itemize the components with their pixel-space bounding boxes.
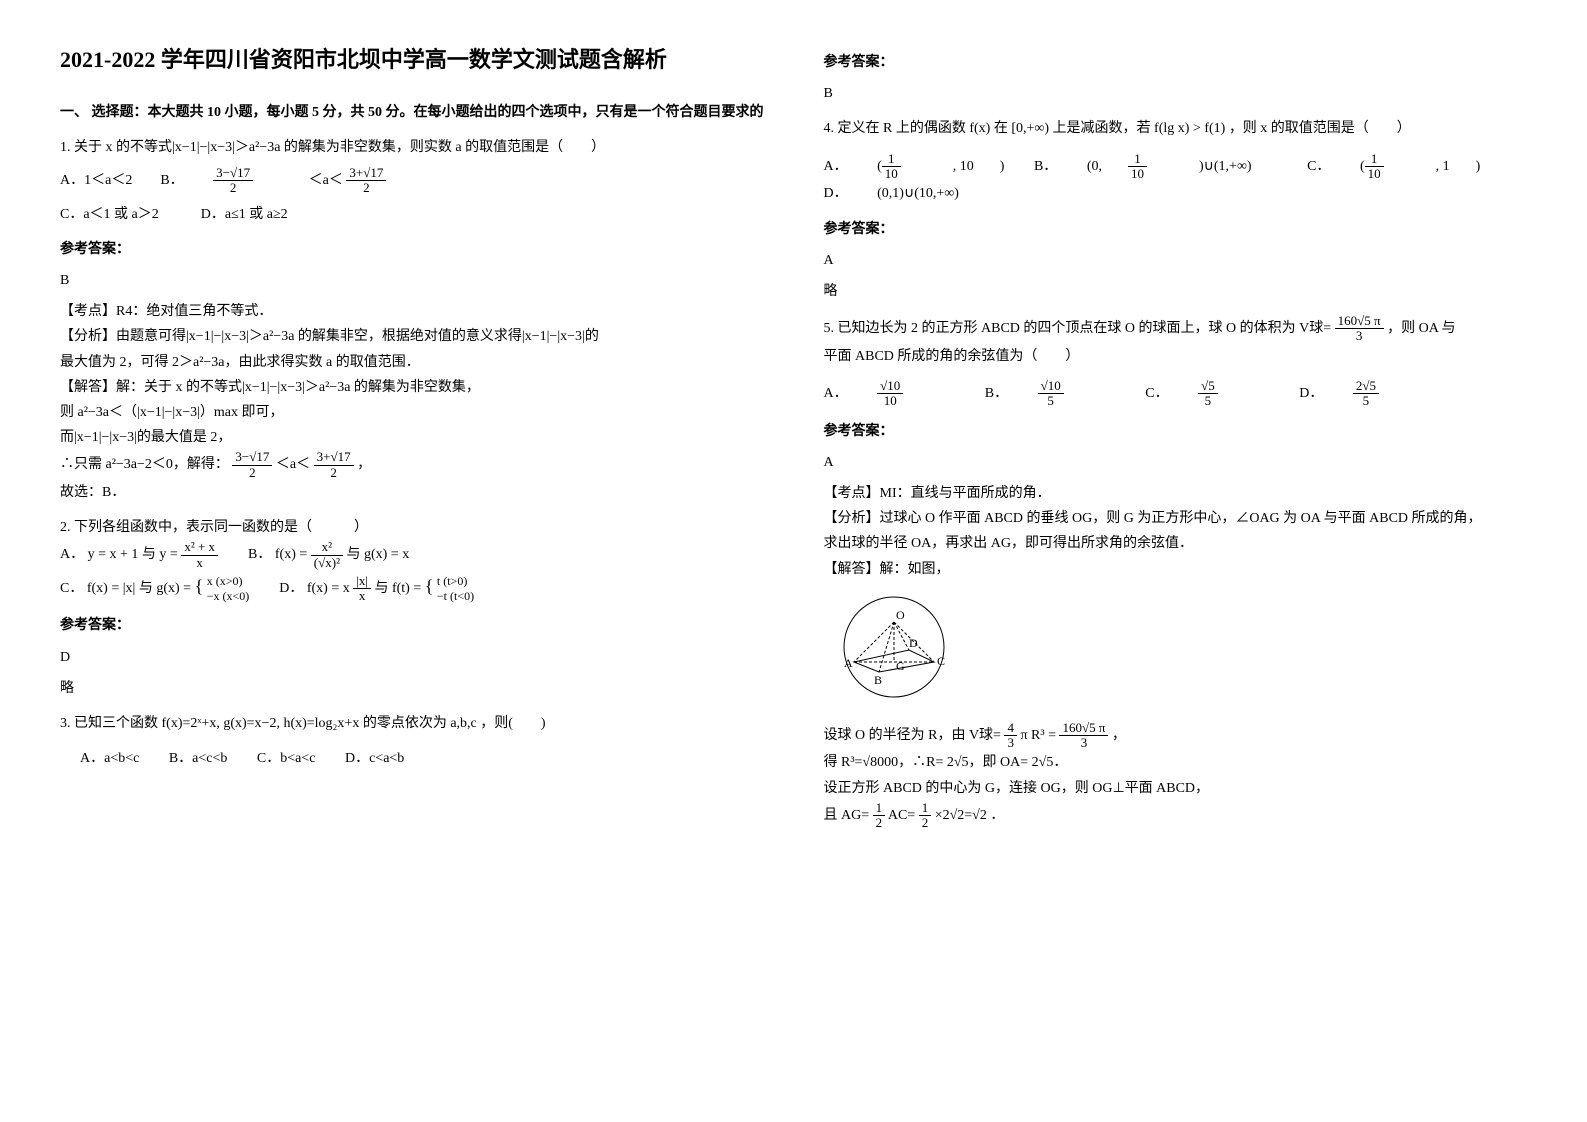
q1-sol4-frac1: 3−√17 2 [232, 450, 272, 480]
question-2: 2. 下列各组函数中，表示同一函数的是（ ） A． y = x + 1 与 y … [60, 515, 764, 603]
q4-note: 略 [824, 279, 1528, 304]
q5-sol-2: 设球 O 的半径为 R，由 V球= 43 π R³ = 160√5 π3 ， [824, 721, 1528, 751]
q2-note: 略 [60, 676, 764, 701]
q1-sol-2: 则 a²−3a＜（|x−1|−|x−3|）max 即可， [60, 400, 764, 425]
q4-opt-d: D． (0,1)∪(10,+∞) [824, 181, 985, 206]
q5-analysis-1: 【分析】过球心 O 作平面 ABCD 的垂线 OG，则 G 为正方形中心，∠OA… [824, 506, 1528, 531]
q5-opt-c: C． √55 [1145, 379, 1269, 409]
q1-analysis-1: 【分析】由题意可得|x−1|−|x−3|＞a²−3a 的解集非空，根据绝对值的意… [60, 324, 764, 349]
q1-sol4-frac2: 3+√17 2 [314, 450, 354, 480]
q4-answer-label: 参考答案： [824, 217, 1528, 242]
q3-answer: B [824, 81, 1528, 106]
svg-text:A: A [844, 656, 853, 670]
q3-answer-label: 参考答案： [824, 50, 1528, 75]
q5-options: A． √1010 B． √105 C． √55 D． 2√55 [824, 379, 1528, 409]
q1-stem: 1. 关于 x 的不等式|x−1|−|x−3|＞a²−3a 的解集为非空数集，则… [60, 135, 764, 160]
q1-sol-5: 故选：B． [60, 480, 764, 505]
svg-text:D: D [909, 636, 918, 650]
q1-sol-3: 而|x−1|−|x−3|的最大值是 2， [60, 425, 764, 450]
q1-optb-frac1: 3−√17 2 [213, 166, 279, 196]
q5-answer: A [824, 450, 1528, 475]
q1-kaodian: 【考点】R4：绝对值三角不等式． [60, 299, 764, 324]
svg-text:C: C [937, 654, 945, 668]
q4-opt-a: A． (110, 10) [824, 152, 1005, 182]
q4-opt-b: B． (0,110)∪(1,+∞) [1034, 152, 1278, 182]
q5-sol-1: 【解答】解：如图， [824, 557, 1528, 582]
svg-text:B: B [874, 673, 882, 687]
q1-opt-a: A．1＜a＜2 B． [60, 168, 184, 193]
q2-opt-d: D． f(x) = x |x| x 与 f(t) = { t (t>0)−t (… [279, 570, 474, 604]
sphere-diagram-svg: O A B C D G [824, 592, 964, 702]
q4-options: A． (110, 10) B． (0,110)∪(1,+∞) C． (110, … [824, 152, 1528, 207]
q1-sol-4: ∴只需 a²−3a−2＜0，解得： 3−√17 2 ＜a＜ 3+√17 2 ， [60, 450, 764, 480]
q2-answer: D [60, 645, 764, 670]
question-3: 3. 已知三个函数 f(x)=2ˣ+x, g(x)=x−2, h(x)=log₂… [60, 711, 764, 736]
q1-options-ab: A．1＜a＜2 B． 3−√17 2 ＜a＜ 3+√17 2 [60, 166, 764, 196]
q5-analysis-2: 求出球的半径 OA，再求出 AG，即可得出所求角的余弦值． [824, 531, 1528, 556]
q3-opt-b: B．a<c<b [169, 746, 228, 771]
q5-opt-b: B． √105 [985, 379, 1116, 409]
question-1: 1. 关于 x 的不等式|x−1|−|x−3|＞a²−3a 的解集为非空数集，则… [60, 135, 764, 227]
svg-text:O: O [896, 608, 905, 622]
question-5: 5. 已知边长为 2 的正方形 ABCD 的四个顶点在球 O 的球面上，球 O … [824, 314, 1528, 369]
q1-optb-frac2: 3+√17 2 [346, 166, 412, 196]
q2-stem: 2. 下列各组函数中，表示同一函数的是（ ） [60, 515, 764, 540]
q1-sol-1: 【解答】解：关于 x 的不等式|x−1|−|x−3|＞a²−3a 的解集为非空数… [60, 375, 764, 400]
q2-opt-b: B． f(x) = x² (√x)² 与 g(x) = x [248, 540, 409, 570]
svg-text:G: G [896, 659, 905, 673]
q1-analysis-2: 最大值为 2，可得 2＞a²−3a，由此求得实数 a 的取值范围． [60, 350, 764, 375]
question-4: 4. 定义在 R 上的偶函数 f(x) 在 [0,+∞) 上是减函数，若 f(l… [824, 116, 1528, 141]
q5-sol-4: 设正方形 ABCD 的中心为 G，连接 OG，则 OG⊥平面 ABCD， [824, 776, 1528, 801]
q5-kaodian: 【考点】MI：直线与平面所成的角． [824, 481, 1528, 506]
q5-diagram: O A B C D G [824, 592, 1528, 711]
q3-opt-a: A．a<b<c [80, 746, 139, 771]
q5-opt-a: A． √1010 [824, 379, 956, 409]
q5-sol-5: 且 AG= 12 AC= 12 ×2√2=√2 ． [824, 801, 1528, 831]
q5-opt-d: D． 2√55 [1299, 379, 1431, 409]
q4-answer: A [824, 248, 1528, 273]
q5-answer-label: 参考答案： [824, 419, 1528, 444]
q2-answer-label: 参考答案： [60, 613, 764, 638]
q4-opt-c: C． (110, 1) [1307, 152, 1480, 182]
page-title: 2021-2022 学年四川省资阳市北坝中学高一数学文测试题含解析 [60, 40, 764, 80]
q1-options-cd: C．a＜1 或 a＞2 D．a≤1 或 a≥2 [60, 202, 764, 227]
q3-opt-c: C．b<a<c [257, 746, 316, 771]
q5-sol-3: 得 R³=√8000，∴R= 2√5，即 OA= 2√5． [824, 750, 1528, 775]
q2-opt-c: C． f(x) = |x| 与 g(x) = { x (x>0)−x (x<0) [60, 570, 249, 604]
section-1-head: 一、 选择题：本大题共 10 小题，每小题 5 分，共 50 分。在每小题给出的… [60, 100, 764, 125]
q3-options: A．a<b<c B．a<c<b C．b<a<c D．c<a<b [60, 746, 764, 771]
q1-answer: B [60, 268, 764, 293]
q2-opt-a: A． y = x + 1 与 y = x² + x x [60, 540, 218, 570]
q3-opt-d: D．c<a<b [345, 746, 404, 771]
q1-answer-label: 参考答案： [60, 237, 764, 262]
